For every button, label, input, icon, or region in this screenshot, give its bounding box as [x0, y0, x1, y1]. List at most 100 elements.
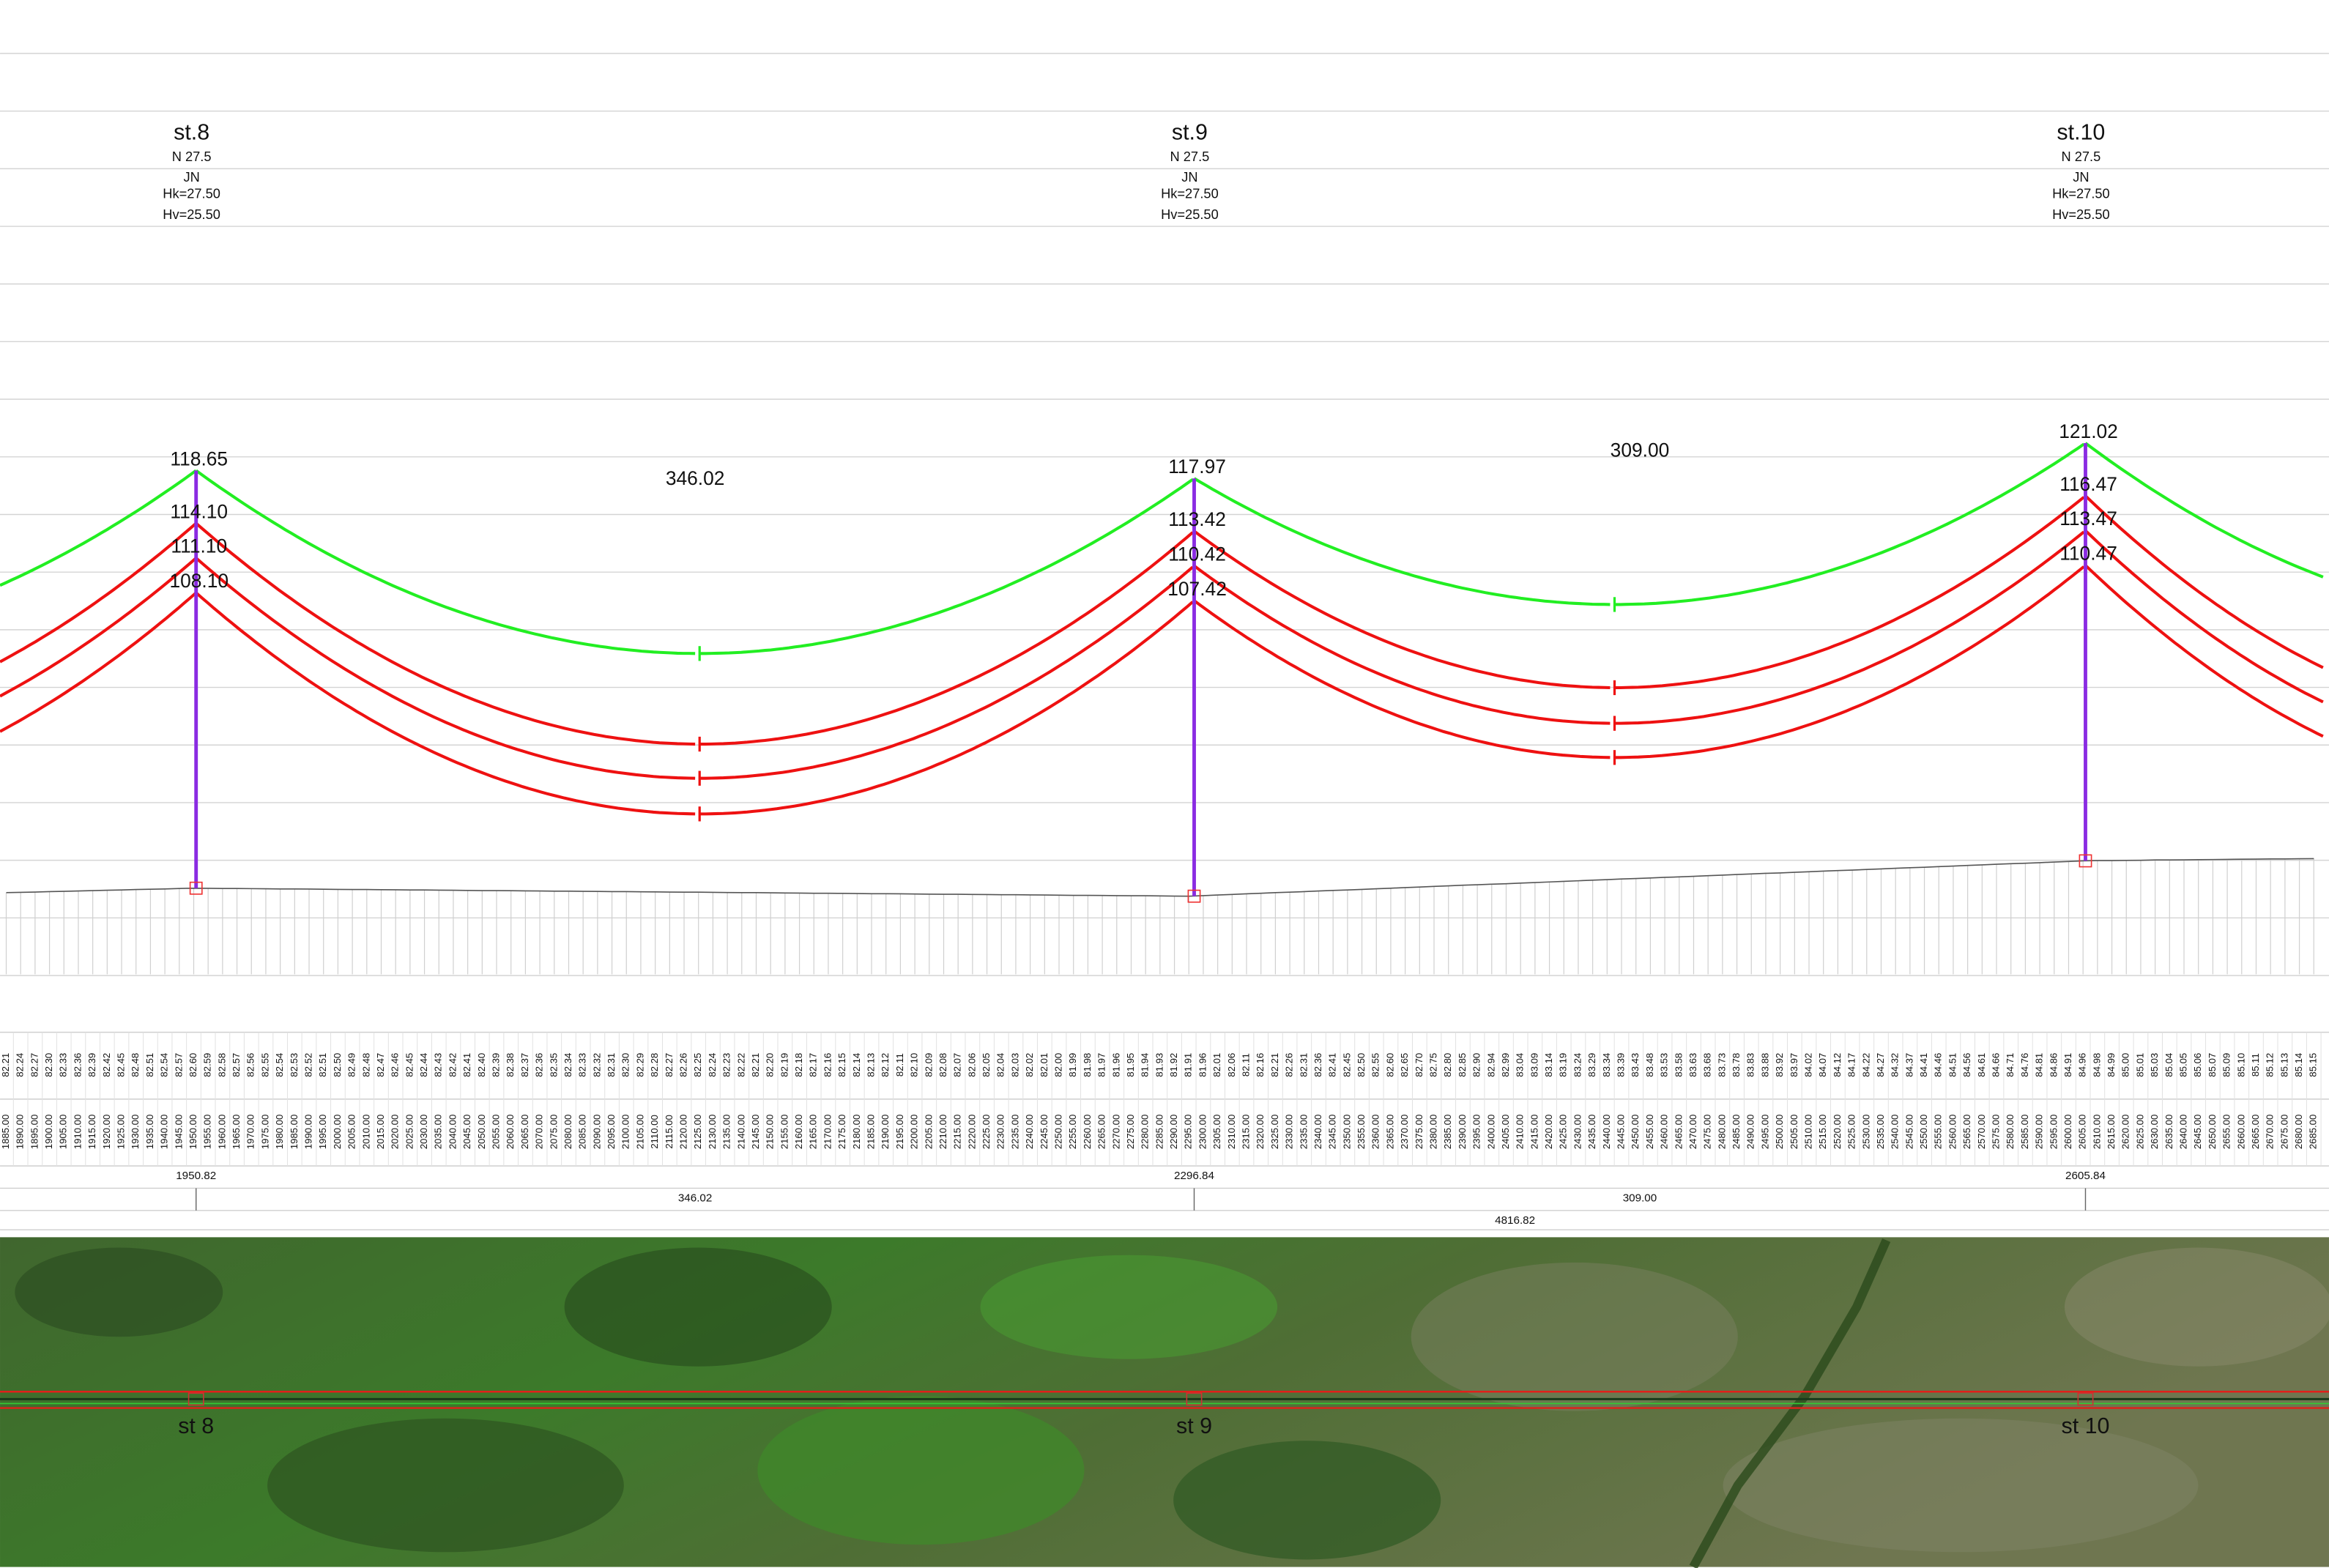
- station-label: 2290.00: [1168, 1115, 1179, 1150]
- tower-station: 2605.84: [2065, 1170, 2106, 1182]
- elevation-label: 82.29: [634, 1053, 645, 1077]
- station-label: 2420.00: [1543, 1115, 1554, 1150]
- station-label: 2475.00: [1702, 1115, 1713, 1150]
- height-label: 107.42: [1167, 578, 1227, 600]
- tower-name: st.9: [1172, 120, 1208, 145]
- elevation-label: 82.80: [1442, 1053, 1453, 1077]
- station-label: 2490.00: [1745, 1115, 1756, 1150]
- station-label: 2170.00: [822, 1115, 833, 1150]
- station-label: 2370.00: [1399, 1115, 1410, 1150]
- station-label: 2545.00: [1903, 1115, 1914, 1150]
- elevation-label: 82.40: [476, 1053, 487, 1077]
- tower-type: N 27.5: [172, 149, 212, 164]
- station-label: 2415.00: [1528, 1115, 1539, 1150]
- elevation-label: 82.42: [101, 1053, 112, 1077]
- station-label: 1960.00: [216, 1115, 227, 1150]
- ground-wire: [1614, 442, 2085, 606]
- station-label: 2535.00: [1875, 1115, 1886, 1150]
- station-label: 2430.00: [1572, 1115, 1583, 1150]
- station-label: 2325.00: [1269, 1115, 1280, 1150]
- elevation-label: 83.92: [1774, 1053, 1785, 1077]
- station-label: 2375.00: [1414, 1115, 1424, 1150]
- elevation-label: 82.05: [981, 1053, 992, 1077]
- station-label: 2355.00: [1356, 1115, 1367, 1150]
- station-label: 2330.00: [1284, 1115, 1295, 1150]
- elevation-label: 84.46: [1933, 1053, 1944, 1077]
- elevation-label: 82.02: [1024, 1053, 1035, 1077]
- elevation-label: 82.36: [534, 1053, 545, 1077]
- station-label: 2245.00: [1039, 1115, 1050, 1150]
- elevation-label: 84.12: [1832, 1053, 1843, 1077]
- elevation-label: 85.05: [2178, 1053, 2189, 1077]
- station-label: 2670.00: [2265, 1115, 2276, 1150]
- station-label: 2410.00: [1515, 1115, 1526, 1150]
- station-label: 2315.00: [1241, 1115, 1252, 1150]
- station-label: 2070.00: [534, 1115, 545, 1150]
- elevation-label: 82.59: [202, 1053, 213, 1077]
- elevation-label: 84.81: [2034, 1053, 2045, 1077]
- station-label: 1885.00: [0, 1115, 11, 1150]
- elevation-label: 82.39: [491, 1053, 502, 1077]
- station-label: 2100.00: [620, 1115, 631, 1150]
- station-label: 2080.00: [562, 1115, 573, 1150]
- elevation-label: 82.51: [317, 1053, 328, 1077]
- station-label: 2550.00: [1918, 1115, 1929, 1150]
- elevation-label: 83.78: [1731, 1053, 1742, 1077]
- station-label: 2190.00: [880, 1115, 891, 1150]
- elevation-label: 82.06: [1226, 1053, 1237, 1077]
- station-label: 2035.00: [433, 1115, 444, 1150]
- phase-conductor: [1614, 530, 2085, 725]
- elevation-label: 84.32: [1890, 1053, 1901, 1077]
- station-label: 2595.00: [2048, 1115, 2059, 1150]
- ground-wire: [1193, 477, 1611, 606]
- station-label: 2600.00: [2062, 1115, 2073, 1150]
- elevation-label: 82.85: [1457, 1053, 1468, 1077]
- elevation-label: 82.55: [259, 1053, 270, 1077]
- phase-conductor: [1193, 599, 1611, 759]
- elevation-label: 82.94: [1485, 1053, 1496, 1077]
- elevation-label: 81.94: [1140, 1053, 1151, 1077]
- span-row-label: 309.00: [1623, 1192, 1657, 1205]
- station-label: 2610.00: [2091, 1115, 2102, 1150]
- station-label: 1940.00: [159, 1115, 170, 1150]
- elevation-label: 82.26: [678, 1053, 689, 1077]
- station-label: 2620.00: [2120, 1115, 2131, 1150]
- height-label: 121.02: [2059, 420, 2118, 442]
- station-label: 2605.00: [2077, 1115, 2088, 1150]
- station-label: 2105.00: [634, 1115, 645, 1150]
- elevation-label: 81.99: [1067, 1053, 1078, 1077]
- station-label: 2405.00: [1500, 1115, 1511, 1150]
- elevation-label: 82.45: [116, 1053, 127, 1077]
- station-label: 2380.00: [1428, 1115, 1439, 1150]
- elevation-label: 82.58: [216, 1053, 227, 1077]
- ground-line: [6, 858, 2314, 897]
- elevation-label: 85.07: [2207, 1053, 2218, 1077]
- ground-wire: [0, 469, 197, 587]
- station-label: 2240.00: [1024, 1115, 1035, 1150]
- station-label: 2555.00: [1933, 1115, 1944, 1150]
- elevation-label: 82.57: [173, 1053, 184, 1077]
- station-label: 2395.00: [1471, 1115, 1482, 1150]
- station-label: 2465.00: [1673, 1115, 1684, 1150]
- elevation-label: 82.00: [1053, 1053, 1064, 1077]
- station-label: 1970.00: [245, 1115, 256, 1150]
- station-label: 2635.00: [2163, 1115, 2174, 1150]
- station-label: 1990.00: [303, 1115, 314, 1150]
- elevation-label: 83.63: [1687, 1053, 1698, 1077]
- station-label: 2235.00: [1009, 1115, 1020, 1150]
- station-label: 2630.00: [2149, 1115, 2160, 1150]
- station-label: 2145.00: [750, 1115, 761, 1150]
- station-label: 1900.00: [43, 1115, 54, 1150]
- elevation-label: 82.36: [1312, 1053, 1323, 1077]
- station-label: 1920.00: [101, 1115, 112, 1150]
- elevation-label: 82.31: [1298, 1053, 1309, 1077]
- satellite-image: [0, 1237, 2329, 1568]
- phase-conductor: [699, 601, 1194, 816]
- station-label: 2350.00: [1341, 1115, 1352, 1150]
- phase-conductor: [1614, 496, 2085, 690]
- elevation-label: 82.48: [130, 1053, 141, 1077]
- tower-type: N 27.5: [1170, 149, 1210, 164]
- phase-conductor: [2084, 494, 2324, 669]
- station-label: 2205.00: [923, 1115, 934, 1150]
- elevation-label: 84.07: [1817, 1053, 1828, 1077]
